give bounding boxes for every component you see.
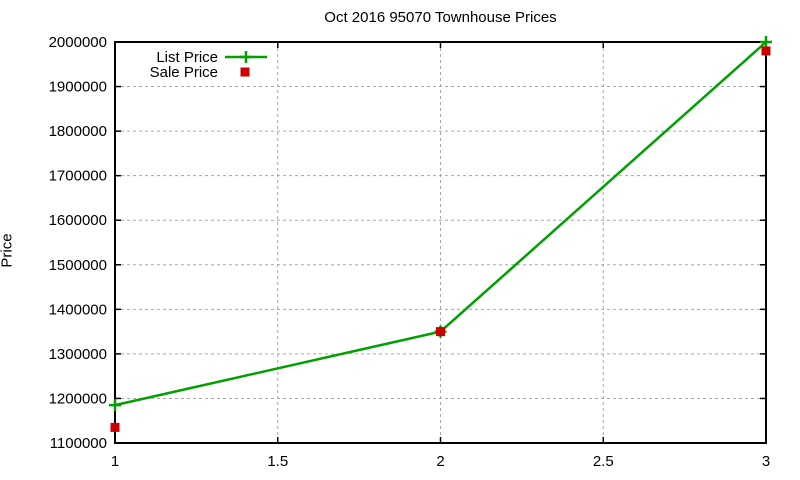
y-tick-label: 1600000 <box>49 212 107 229</box>
y-tick-label: 1900000 <box>49 79 107 96</box>
x-tick-label: 1 <box>111 453 119 470</box>
y-tick-label: 1800000 <box>49 123 107 140</box>
square-marker <box>240 67 250 77</box>
y-tick-label: 1400000 <box>49 301 107 318</box>
x-tick-label: 2 <box>436 453 444 470</box>
x-tick-label: 2.5 <box>593 453 614 470</box>
square-marker <box>110 422 120 432</box>
x-tick-label: 1.5 <box>267 453 288 470</box>
y-tick-label: 2000000 <box>49 34 107 51</box>
legend-label: List Price <box>156 49 218 66</box>
legend-label: Sale Price <box>150 64 218 81</box>
y-tick-label: 1200000 <box>49 390 107 407</box>
y-tick-label: 1700000 <box>49 168 107 185</box>
y-tick-label: 1500000 <box>49 257 107 274</box>
square-marker <box>761 46 771 56</box>
x-tick-label: 3 <box>762 453 770 470</box>
y-tick-label: 1300000 <box>49 346 107 363</box>
chart-title: Oct 2016 95070 Townhouse Prices <box>324 9 557 26</box>
y-tick-label: 1100000 <box>50 435 107 452</box>
square-marker <box>436 327 445 337</box>
